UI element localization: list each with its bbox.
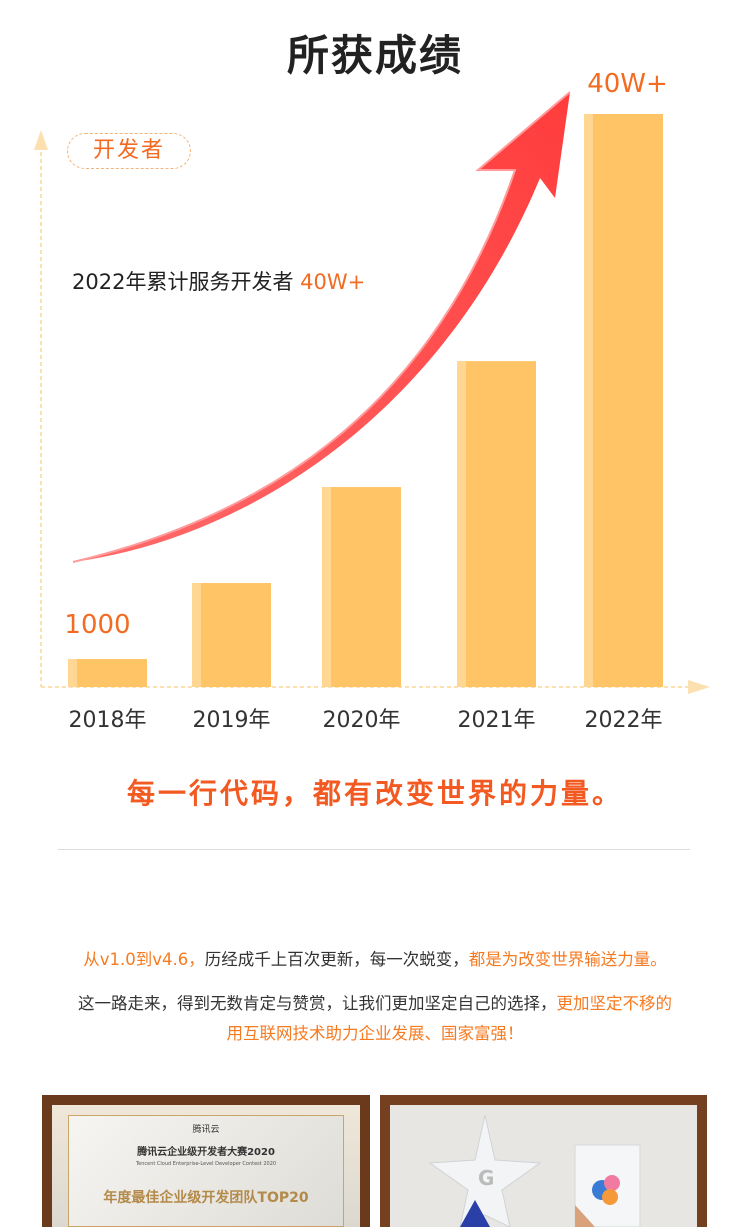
annotation-highlight: 40W+	[300, 270, 366, 294]
x-axis-arrow	[688, 680, 710, 694]
bar-2018年	[68, 659, 147, 687]
slogan: 每一行代码，都有改变世界的力量。	[126, 777, 623, 810]
bar-highlight	[192, 583, 201, 687]
bar-highlight	[457, 361, 466, 687]
x-tick-label: 2022年	[585, 708, 663, 733]
text: 历经成千上百次更新，每一次蜕变，	[204, 950, 469, 969]
text-highlight: 用互联网技术助力企业发展、国家富强！	[226, 1024, 524, 1043]
text-highlight: 都是为改变世界输送力量。	[468, 950, 667, 969]
bar-highlight	[68, 659, 77, 687]
divider	[58, 849, 690, 850]
growth-arrow	[72, 91, 571, 563]
bar-2021年	[457, 361, 536, 687]
x-tick-label: 2020年	[323, 708, 401, 733]
chart-annotation: 2022年累计服务开发者 40W+	[72, 266, 365, 296]
bar-highlight	[584, 114, 593, 687]
tencent-cloud-logo: 腾讯云	[192, 1125, 220, 1135]
text: 这一路走来，得到无数肯定与赞赏，让我们更加坚定自己的选择，	[78, 994, 557, 1013]
text-highlight: 更加坚定不移的	[556, 994, 673, 1013]
plaque-award: 年度最佳企业级开发团队TOP20	[103, 1190, 309, 1206]
bar-highlight	[322, 487, 331, 687]
x-tick-label: 2019年	[193, 708, 271, 733]
award-plaque-photo: 腾讯云 腾讯云企业级开发者大赛2020 Tencent Cloud Enterp…	[42, 1095, 370, 1227]
data-label: 40W+	[587, 69, 668, 99]
bar-2019年	[192, 583, 271, 687]
y-axis-label: 开发者	[67, 133, 191, 169]
bar-2020年	[322, 487, 401, 687]
plaque-subtitle: Tencent Cloud Enterprise-Level Developer…	[135, 1161, 277, 1167]
paragraph-3: 用互联网技术助力企业发展、国家富强！	[0, 1020, 750, 1044]
x-tick-label: 2021年	[458, 708, 536, 733]
annotation-text: 2022年累计服务开发者	[72, 270, 294, 294]
data-label: 1000	[64, 610, 130, 640]
svg-text:G: G	[478, 1166, 494, 1190]
trophy-icon: G	[428, 1114, 641, 1228]
award-trophy-photo: G	[380, 1095, 707, 1228]
plaque-title: 腾讯云企业级开发者大赛2020	[137, 1147, 275, 1158]
paragraph-2: 这一路走来，得到无数肯定与赞赏，让我们更加坚定自己的选择，更加坚定不移的	[0, 990, 750, 1014]
paragraph-1: 从v1.0到v4.6，历经成千上百次更新，每一次蜕变，都是为改变世界输送力量。	[0, 946, 750, 970]
page-title: 所获成绩	[286, 31, 463, 80]
text-highlight: 从v1.0到v4.6，	[83, 950, 205, 969]
y-axis-arrow	[34, 130, 48, 150]
x-tick-label: 2018年	[69, 708, 147, 733]
growth-chart: 2018年 1000 2019年 2020年 2021年 2022年 40W+	[34, 69, 710, 733]
bar-2022年	[584, 114, 663, 687]
